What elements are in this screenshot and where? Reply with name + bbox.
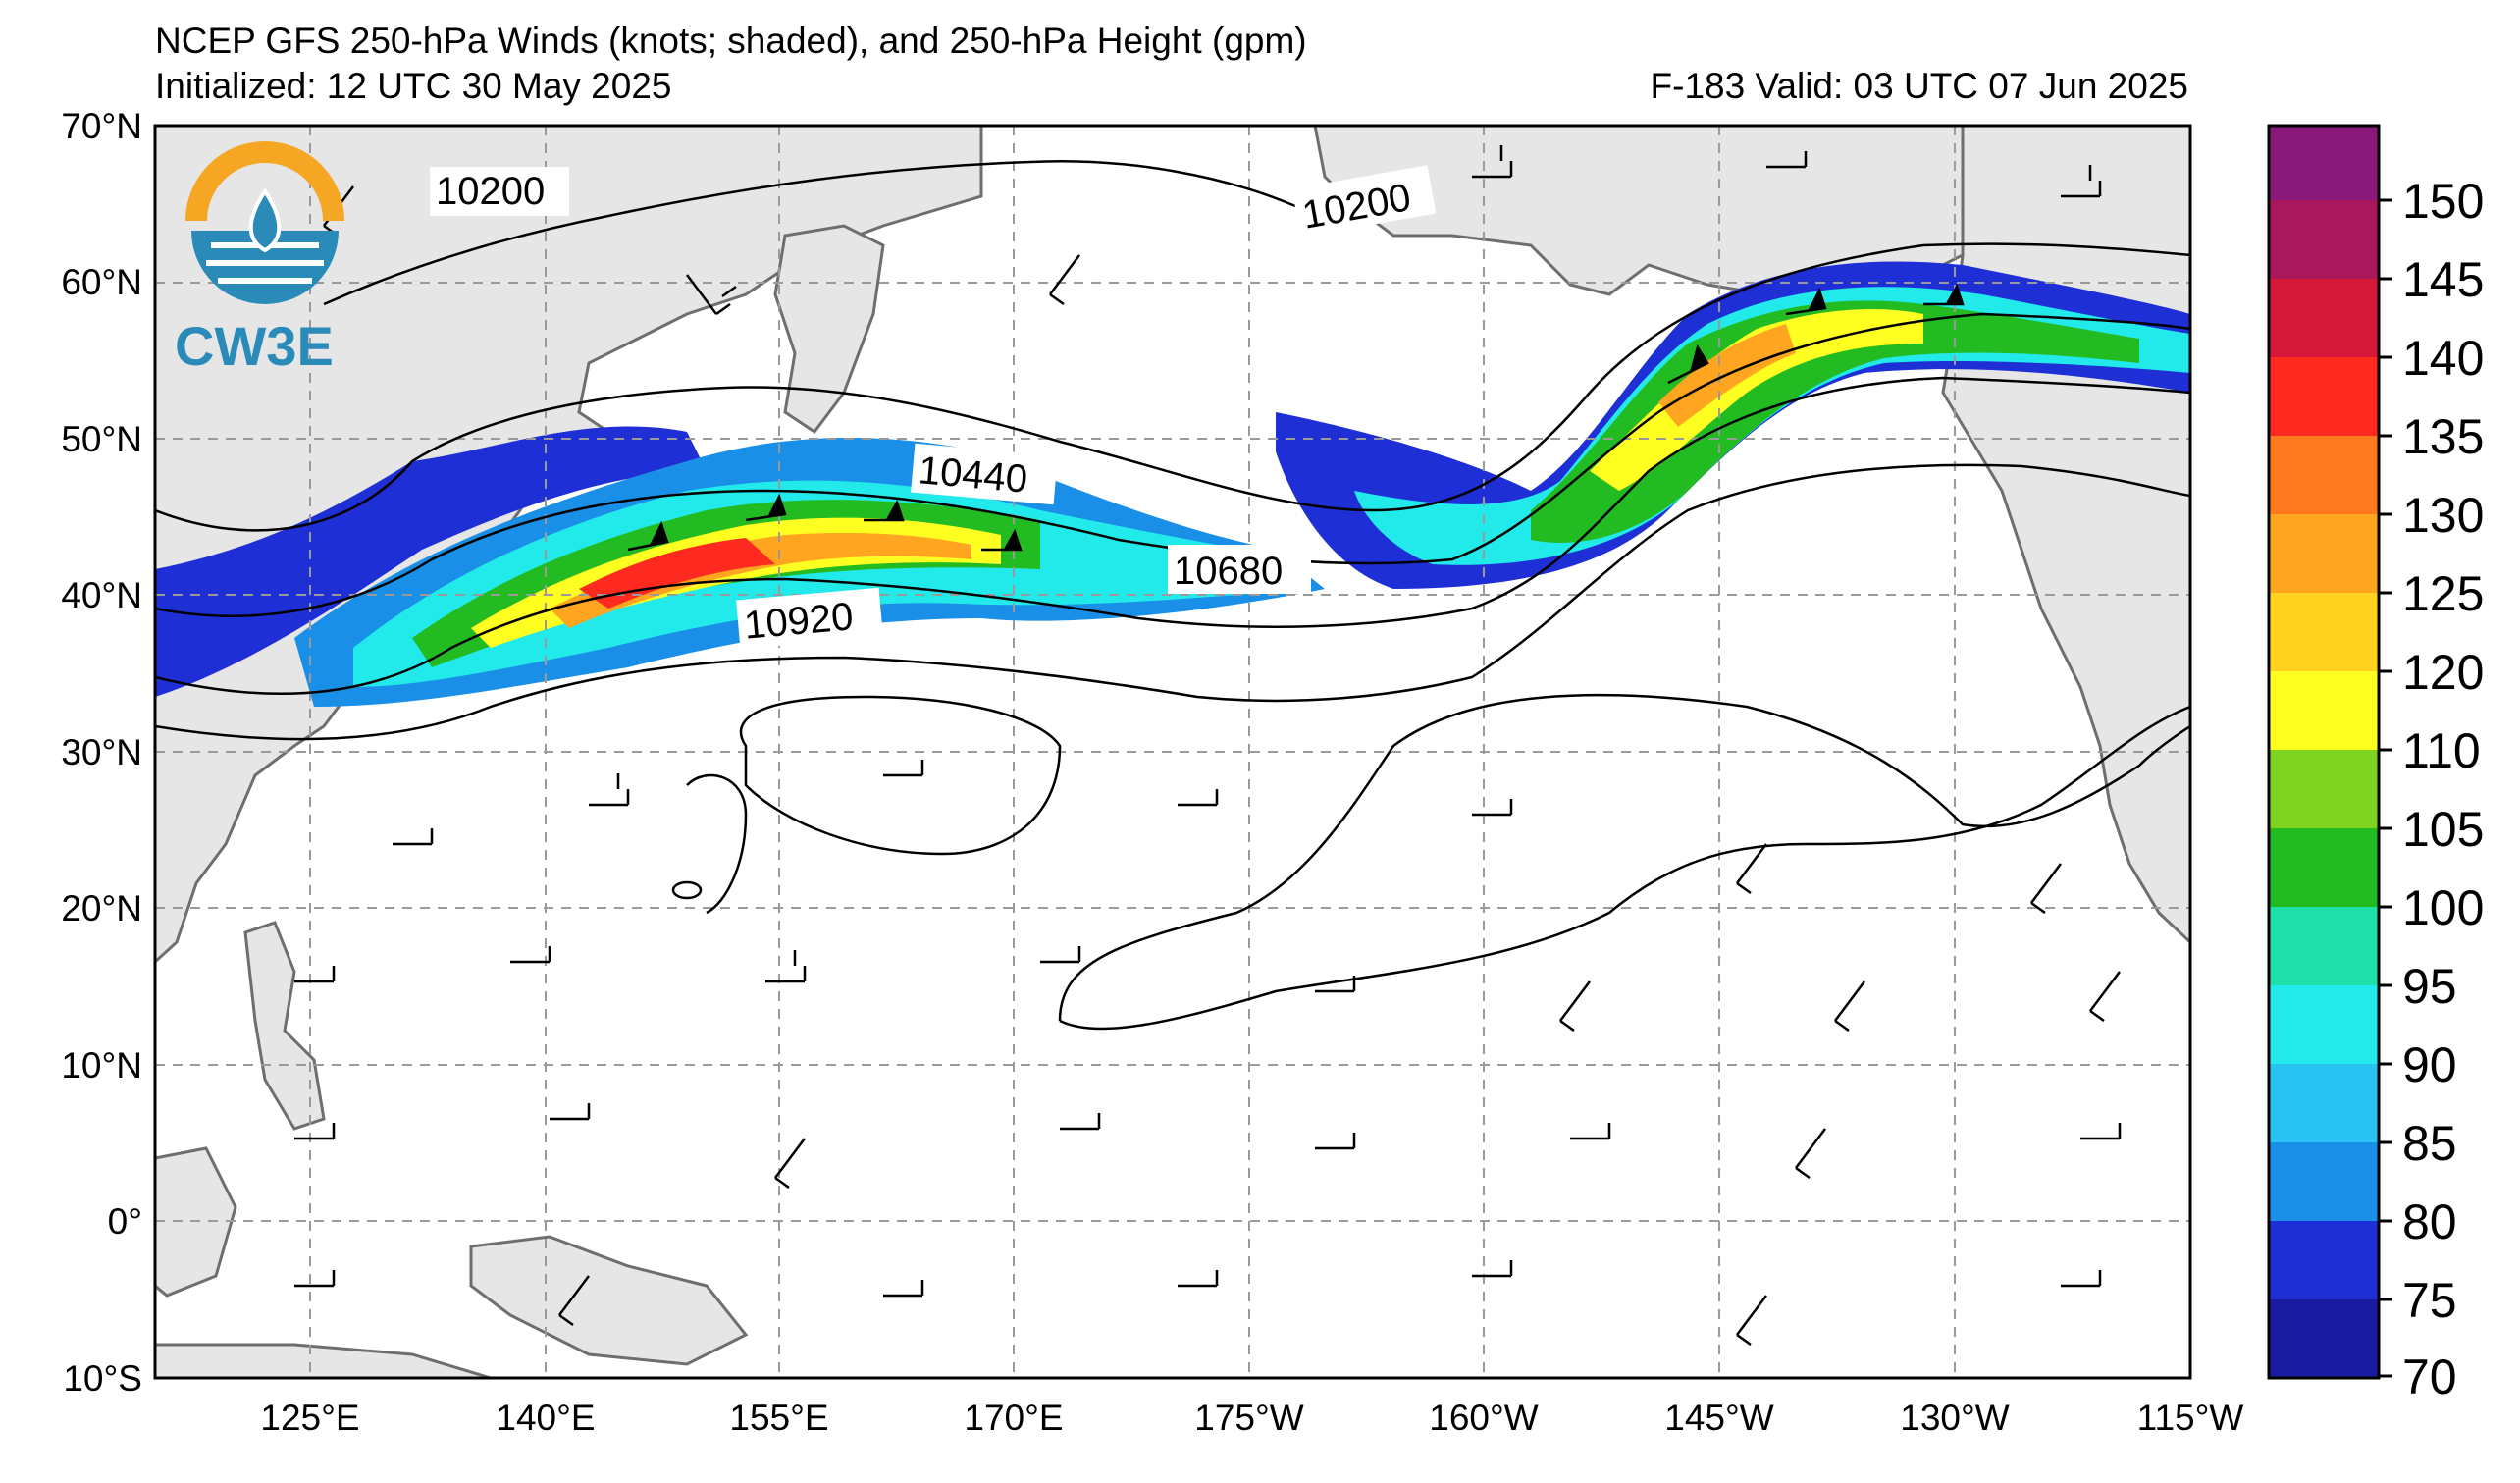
svg-text:50°N: 50°N: [61, 419, 142, 459]
svg-text:130°W: 130°W: [1900, 1398, 2010, 1438]
colorbar-tick-label: 135: [2402, 409, 2484, 464]
svg-text:40°N: 40°N: [61, 575, 142, 615]
colorbar-frame: [2267, 124, 2381, 1380]
colorbar-tick-label: 105: [2402, 802, 2484, 857]
svg-text:145°W: 145°W: [1664, 1398, 1774, 1438]
colorbar-swatch: [2269, 279, 2379, 357]
init-time: Initialized: 12 UTC 30 May 2025: [155, 66, 672, 106]
colorbar-swatch: [2269, 357, 2379, 436]
svg-text:10920: 10920: [743, 595, 856, 648]
svg-text:115°W: 115°W: [2137, 1398, 2244, 1438]
colorbar-swatch: [2269, 200, 2379, 279]
colorbar-swatch: [2269, 1142, 2379, 1221]
contour-label-4: 10680: [1168, 545, 1311, 594]
cw3e-logo: CW3E: [175, 141, 344, 377]
colorbar-swatch: [2269, 907, 2379, 985]
svg-text:60°N: 60°N: [61, 262, 142, 302]
colorbar-swatch: [2269, 828, 2379, 907]
colorbar-swatch: [2269, 1299, 2379, 1378]
colorbar-tick-label: 130: [2402, 488, 2484, 543]
longitude-labels: 125°E 140°E 155°E 170°E 175°W 160°W 145°…: [260, 1398, 2243, 1438]
colorbar-swatch: [2269, 514, 2379, 593]
colorbar-swatch: [2269, 1221, 2379, 1299]
contour-label-3: 10440: [911, 443, 1058, 505]
wind-barbs: [254, 145, 2122, 1347]
colorbar-tick-label: 100: [2402, 880, 2484, 935]
latitude-labels: 70°N 60°N 50°N 40°N 30°N 20°N 10°N 0° 10…: [61, 106, 142, 1399]
colorbar-swatch: [2269, 126, 2379, 200]
svg-text:30°N: 30°N: [61, 732, 142, 772]
svg-text:10680: 10680: [1174, 550, 1283, 593]
wind-speed-shading: [155, 261, 2190, 707]
colorbar-tick-label: 120: [2402, 645, 2484, 700]
colorbar-tick-label: 80: [2402, 1194, 2457, 1249]
colorbar-tick-label: 110: [2402, 723, 2481, 778]
svg-text:175°W: 175°W: [1194, 1398, 1304, 1438]
colorbar-tick-label: 140: [2402, 331, 2484, 386]
svg-text:125°E: 125°E: [260, 1398, 359, 1438]
contour-label-5: 10920: [736, 587, 883, 650]
svg-text:10°N: 10°N: [61, 1045, 142, 1086]
colorbar-swatch: [2269, 985, 2379, 1064]
svg-text:170°E: 170°E: [964, 1398, 1063, 1438]
svg-text:10200: 10200: [436, 170, 545, 213]
svg-text:155°E: 155°E: [729, 1398, 828, 1438]
colorbar-tick-label: 145: [2402, 252, 2484, 307]
map-title: NCEP GFS 250-hPa Winds (knots; shaded), …: [155, 21, 1307, 61]
logo-text: CW3E: [175, 315, 334, 377]
colorbar-tick-label: 75: [2402, 1273, 2457, 1328]
svg-text:160°W: 160°W: [1429, 1398, 1539, 1438]
svg-text:140°E: 140°E: [496, 1398, 595, 1438]
svg-text:70°N: 70°N: [61, 106, 142, 146]
colorbar-swatch: [2269, 436, 2379, 514]
colorbar-tick-label: 125: [2402, 566, 2484, 621]
map-frame: [153, 124, 2192, 1380]
colorbar-tick-label: 70: [2402, 1350, 2457, 1404]
colorbar-swatch: [2269, 750, 2379, 828]
colorbar-tick-label: 90: [2402, 1037, 2457, 1092]
graticule: [155, 126, 2190, 1378]
valid-time: F-183 Valid: 03 UTC 07 Jun 2025: [1650, 66, 2188, 106]
svg-text:10440: 10440: [917, 449, 1029, 502]
colorbar-swatch: [2269, 593, 2379, 671]
colorbar-tick-label: 150: [2402, 174, 2484, 229]
colorbar-tick-label: 95: [2402, 959, 2457, 1014]
colorbar-tick-label: 85: [2402, 1116, 2457, 1171]
svg-text:20°N: 20°N: [61, 888, 142, 928]
contour-label-1: 10200: [430, 167, 569, 216]
colorbar-swatch: [2269, 1064, 2379, 1142]
svg-text:0°: 0°: [108, 1201, 142, 1242]
colorbar-swatch: [2269, 671, 2379, 750]
svg-text:10°S: 10°S: [63, 1358, 142, 1399]
colorbar: 150 145 140 135 130 125 120 110 105 100 …: [2267, 124, 2484, 1404]
